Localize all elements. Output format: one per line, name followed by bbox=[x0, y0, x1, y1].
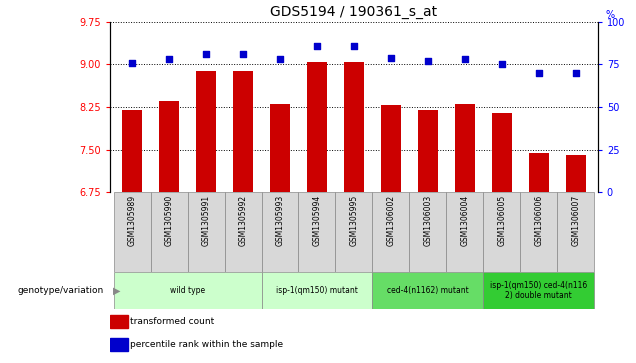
FancyBboxPatch shape bbox=[410, 192, 446, 272]
Bar bbox=[159, 101, 179, 192]
Text: ▶: ▶ bbox=[113, 285, 121, 295]
Text: percentile rank within the sample: percentile rank within the sample bbox=[130, 340, 282, 349]
Bar bbox=[381, 105, 401, 192]
Point bbox=[534, 70, 544, 76]
FancyBboxPatch shape bbox=[114, 272, 261, 309]
Bar bbox=[492, 113, 512, 192]
Text: GSM1306003: GSM1306003 bbox=[424, 195, 432, 246]
Bar bbox=[418, 110, 438, 192]
FancyBboxPatch shape bbox=[483, 272, 594, 309]
Bar bbox=[455, 104, 475, 192]
Text: ced-4(n1162) mutant: ced-4(n1162) mutant bbox=[387, 286, 469, 295]
FancyBboxPatch shape bbox=[520, 192, 557, 272]
Text: genotype/variation: genotype/variation bbox=[17, 286, 104, 295]
Bar bbox=[307, 62, 327, 192]
FancyBboxPatch shape bbox=[151, 192, 188, 272]
Text: GSM1306002: GSM1306002 bbox=[387, 195, 396, 246]
Text: GSM1305995: GSM1305995 bbox=[349, 195, 359, 246]
FancyBboxPatch shape bbox=[261, 192, 298, 272]
Point bbox=[349, 43, 359, 49]
Title: GDS5194 / 190361_s_at: GDS5194 / 190361_s_at bbox=[270, 5, 438, 19]
Point bbox=[127, 60, 137, 66]
Bar bbox=[565, 155, 586, 192]
Point bbox=[497, 61, 507, 68]
Bar bbox=[196, 71, 216, 192]
FancyBboxPatch shape bbox=[225, 192, 261, 272]
Point bbox=[201, 51, 211, 57]
Bar bbox=[529, 152, 549, 192]
Bar bbox=[122, 110, 142, 192]
Point bbox=[312, 43, 322, 49]
Bar bbox=[270, 104, 290, 192]
Bar bbox=[233, 71, 253, 192]
Text: wild type: wild type bbox=[170, 286, 205, 295]
Text: isp-1(qm150) mutant: isp-1(qm150) mutant bbox=[276, 286, 358, 295]
Point bbox=[238, 51, 248, 57]
Text: GSM1305994: GSM1305994 bbox=[312, 195, 321, 246]
FancyBboxPatch shape bbox=[373, 192, 410, 272]
Text: transformed count: transformed count bbox=[130, 317, 214, 326]
FancyBboxPatch shape bbox=[557, 192, 594, 272]
Point bbox=[386, 55, 396, 61]
FancyBboxPatch shape bbox=[446, 192, 483, 272]
Text: GSM1306004: GSM1306004 bbox=[460, 195, 469, 246]
Bar bbox=[343, 62, 364, 192]
Text: isp-1(qm150) ced-4(n116
2) double mutant: isp-1(qm150) ced-4(n116 2) double mutant bbox=[490, 281, 587, 300]
FancyBboxPatch shape bbox=[114, 192, 151, 272]
FancyBboxPatch shape bbox=[261, 272, 373, 309]
FancyBboxPatch shape bbox=[188, 192, 225, 272]
Point bbox=[460, 56, 470, 62]
Bar bbox=[110, 338, 128, 351]
Text: GSM1305989: GSM1305989 bbox=[128, 195, 137, 246]
Point bbox=[570, 70, 581, 76]
Text: GSM1306007: GSM1306007 bbox=[571, 195, 580, 246]
Text: GSM1306006: GSM1306006 bbox=[534, 195, 543, 246]
Point bbox=[423, 58, 433, 64]
Text: GSM1305991: GSM1305991 bbox=[202, 195, 211, 246]
Bar bbox=[110, 315, 128, 329]
Text: GSM1305993: GSM1305993 bbox=[275, 195, 284, 246]
Text: %: % bbox=[605, 10, 614, 20]
FancyBboxPatch shape bbox=[335, 192, 373, 272]
FancyBboxPatch shape bbox=[483, 192, 520, 272]
Text: GSM1306005: GSM1306005 bbox=[497, 195, 506, 246]
Point bbox=[164, 56, 174, 62]
Point bbox=[275, 56, 285, 62]
FancyBboxPatch shape bbox=[298, 192, 335, 272]
FancyBboxPatch shape bbox=[373, 272, 483, 309]
Text: GSM1305990: GSM1305990 bbox=[165, 195, 174, 246]
Text: GSM1305992: GSM1305992 bbox=[238, 195, 247, 246]
